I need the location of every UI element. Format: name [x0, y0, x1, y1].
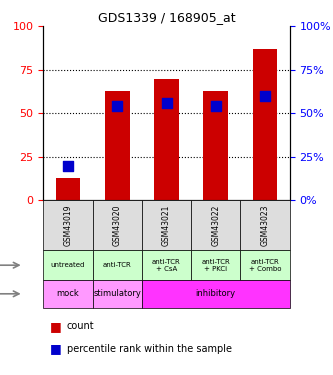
Text: GSM43020: GSM43020 — [113, 205, 122, 246]
FancyBboxPatch shape — [191, 201, 240, 250]
Text: percentile rank within the sample: percentile rank within the sample — [67, 344, 231, 354]
FancyBboxPatch shape — [43, 250, 93, 280]
Text: GSM43022: GSM43022 — [211, 205, 220, 246]
Text: GSM43019: GSM43019 — [63, 205, 73, 246]
Bar — [253, 49, 277, 201]
Point — [164, 100, 169, 106]
Bar — [105, 91, 130, 201]
Text: anti-TCR: anti-TCR — [103, 262, 132, 268]
Text: anti-TCR
+ CsA: anti-TCR + CsA — [152, 259, 181, 272]
Text: ■: ■ — [50, 320, 62, 333]
Text: GSM43021: GSM43021 — [162, 205, 171, 246]
Text: inhibitory: inhibitory — [196, 289, 236, 298]
Point — [213, 104, 218, 110]
Text: mock: mock — [57, 289, 79, 298]
Text: stimulatory: stimulatory — [93, 289, 141, 298]
Bar — [154, 78, 179, 201]
FancyBboxPatch shape — [93, 201, 142, 250]
Bar — [203, 91, 228, 201]
FancyBboxPatch shape — [43, 280, 93, 308]
Bar — [56, 178, 80, 201]
Text: untreated: untreated — [51, 262, 85, 268]
FancyBboxPatch shape — [240, 201, 290, 250]
FancyBboxPatch shape — [240, 250, 290, 280]
FancyBboxPatch shape — [142, 250, 191, 280]
FancyBboxPatch shape — [142, 280, 290, 308]
Title: GDS1339 / 168905_at: GDS1339 / 168905_at — [98, 11, 235, 24]
Text: ■: ■ — [50, 342, 62, 355]
FancyBboxPatch shape — [43, 201, 93, 250]
FancyBboxPatch shape — [191, 250, 240, 280]
FancyBboxPatch shape — [93, 250, 142, 280]
Text: anti-TCR
+ Combo: anti-TCR + Combo — [249, 259, 281, 272]
Text: count: count — [67, 321, 94, 331]
Point — [262, 93, 268, 99]
Text: GSM43023: GSM43023 — [260, 205, 270, 246]
Point — [65, 163, 71, 169]
FancyBboxPatch shape — [142, 201, 191, 250]
Point — [115, 104, 120, 110]
Text: anti-TCR
+ PKCi: anti-TCR + PKCi — [201, 259, 230, 272]
FancyBboxPatch shape — [93, 280, 142, 308]
